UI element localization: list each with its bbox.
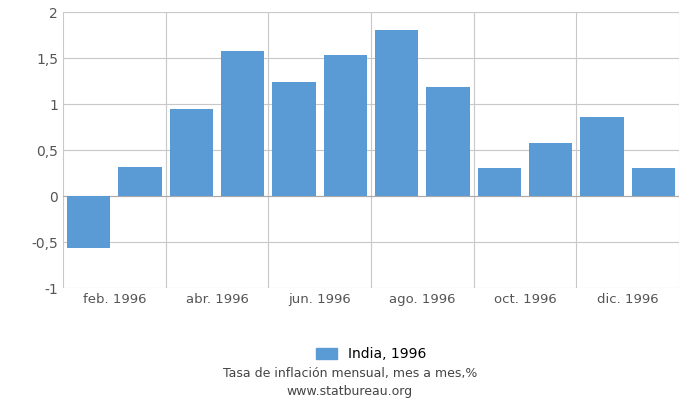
- Bar: [477, 168, 521, 196]
- Text: Tasa de inflación mensual, mes a mes,%: Tasa de inflación mensual, mes a mes,%: [223, 368, 477, 380]
- Bar: [169, 109, 213, 196]
- Text: www.statbureau.org: www.statbureau.org: [287, 385, 413, 398]
- Bar: [66, 196, 111, 248]
- Bar: [631, 168, 675, 196]
- Bar: [323, 55, 367, 196]
- Bar: [375, 30, 419, 196]
- Bar: [272, 82, 316, 196]
- Bar: [426, 88, 470, 196]
- Legend: India, 1996: India, 1996: [310, 342, 432, 367]
- Bar: [580, 117, 624, 196]
- Bar: [118, 168, 162, 196]
- Bar: [528, 143, 573, 196]
- Bar: [221, 51, 265, 196]
